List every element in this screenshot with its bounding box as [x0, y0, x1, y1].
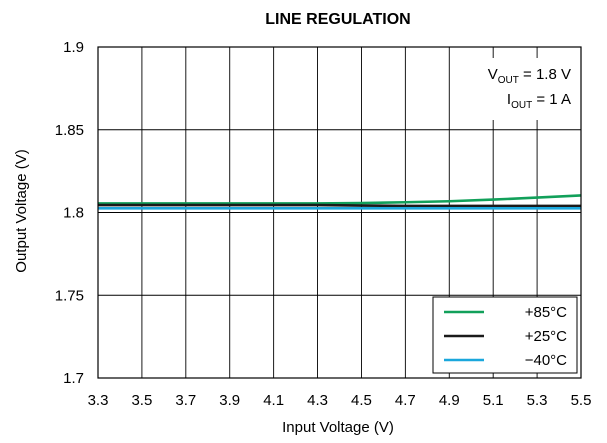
y-tick-label: 1.7	[63, 370, 84, 387]
vout-value: = 1.8 V	[519, 66, 571, 83]
y-tick-label: 1.75	[55, 287, 84, 304]
x-tick-label: 4.1	[263, 392, 284, 409]
y-tick-label: 1.9	[63, 39, 84, 56]
iout-value: = 1 A	[532, 91, 571, 108]
x-tick-label: 5.5	[571, 392, 592, 409]
legend-label: +85°C	[525, 304, 567, 321]
iout-annotation: IOUT = 1 A	[507, 91, 571, 111]
vout-annotation: VOUT = 1.8 V	[488, 66, 571, 86]
y-tick-labels: 1.7 1.75 1.8 1.85 1.9	[55, 39, 84, 387]
x-tick-label: 4.7	[395, 392, 416, 409]
y-tick-label: 1.8	[63, 205, 84, 222]
x-axis-label: Input Voltage (V)	[282, 419, 394, 436]
x-tick-label: 4.9	[439, 392, 460, 409]
y-axis-label: Output Voltage (V)	[13, 149, 30, 272]
x-tick-label: 3.3	[88, 392, 109, 409]
legend-label: −40°C	[525, 352, 567, 369]
chart-title: LINE REGULATION	[265, 11, 410, 28]
iout-subscript: OUT	[511, 100, 532, 111]
series-layer	[98, 194, 582, 210]
x-tick-label: 5.1	[483, 392, 504, 409]
series-line	[98, 194, 582, 205]
x-tick-label: 4.3	[307, 392, 328, 409]
plot-frame	[97, 46, 582, 379]
x-tick-label: 3.5	[131, 392, 152, 409]
legend: +85°C +25°C −40°C	[432, 296, 578, 374]
x-tick-label: 5.3	[527, 392, 548, 409]
x-tick-label: 4.5	[351, 392, 372, 409]
x-tick-label: 3.7	[175, 392, 196, 409]
conditions-annotation: VOUT = 1.8 V IOUT = 1 A	[462, 58, 576, 120]
x-tick-labels: 3.3 3.5 3.7 3.9 4.1 4.3 4.5 4.7 4.9 5.1 5.3 5.5	[88, 392, 592, 409]
vout-subscript: OUT	[498, 75, 519, 86]
vout-prefix: V	[488, 66, 498, 83]
legend-label: +25°C	[525, 328, 567, 345]
x-tick-label: 3.9	[219, 392, 240, 409]
series-line	[98, 203, 581, 208]
y-tick-label: 1.85	[55, 122, 84, 139]
iout-prefix: I	[507, 91, 511, 108]
